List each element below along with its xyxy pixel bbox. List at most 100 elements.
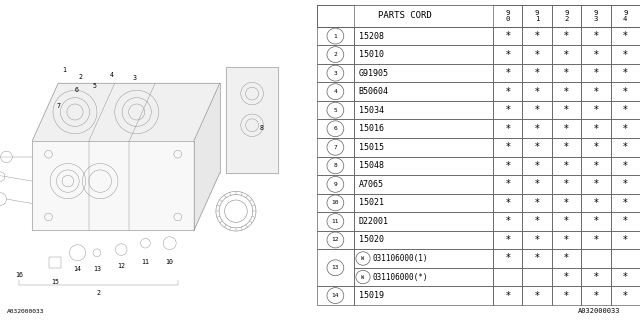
Bar — [317, 231, 354, 249]
Text: *: * — [593, 198, 598, 208]
Bar — [522, 286, 552, 305]
Bar — [611, 101, 640, 119]
Text: 14: 14 — [332, 293, 339, 298]
Text: *: * — [534, 253, 540, 263]
Text: *: * — [564, 291, 569, 300]
Text: *: * — [505, 68, 510, 78]
Bar — [611, 156, 640, 175]
Text: *: * — [534, 50, 540, 60]
Text: *: * — [534, 87, 540, 97]
Text: *: * — [593, 124, 598, 134]
Bar — [611, 194, 640, 212]
Text: *: * — [534, 198, 540, 208]
Bar — [317, 45, 354, 64]
Text: *: * — [593, 272, 598, 282]
Text: 12: 12 — [332, 237, 339, 243]
Text: *: * — [623, 68, 628, 78]
Text: *: * — [534, 31, 540, 41]
Text: *: * — [505, 87, 510, 97]
Text: *: * — [593, 235, 598, 245]
Bar — [581, 175, 611, 194]
Text: 15016: 15016 — [359, 124, 384, 133]
Bar — [552, 175, 581, 194]
Bar — [354, 194, 493, 212]
Text: 3: 3 — [132, 76, 136, 81]
Bar — [522, 194, 552, 212]
Bar — [581, 119, 611, 138]
Bar — [581, 156, 611, 175]
Text: *: * — [623, 105, 628, 115]
Bar — [354, 249, 493, 268]
Text: 15048: 15048 — [359, 161, 384, 170]
Bar — [354, 156, 493, 175]
Text: 11: 11 — [332, 219, 339, 224]
Bar — [611, 212, 640, 231]
Text: 15019: 15019 — [359, 291, 384, 300]
Text: *: * — [593, 216, 598, 227]
Text: *: * — [534, 68, 540, 78]
Bar — [317, 83, 354, 101]
Text: *: * — [564, 68, 569, 78]
Bar — [317, 138, 354, 156]
Polygon shape — [194, 83, 220, 230]
Text: *: * — [505, 161, 510, 171]
Text: *: * — [505, 198, 510, 208]
Bar — [522, 5, 552, 27]
Bar — [354, 27, 493, 45]
Text: *: * — [534, 179, 540, 189]
Text: 15010: 15010 — [359, 50, 384, 59]
Text: A7065: A7065 — [359, 180, 384, 189]
Text: 10: 10 — [332, 200, 339, 205]
Text: *: * — [505, 105, 510, 115]
Text: *: * — [534, 291, 540, 300]
Bar — [581, 138, 611, 156]
Bar — [522, 268, 552, 286]
Bar — [581, 268, 611, 286]
Text: 9
1: 9 1 — [535, 10, 540, 22]
Text: 11: 11 — [141, 260, 149, 265]
Bar — [354, 45, 493, 64]
Bar — [611, 64, 640, 83]
Bar — [611, 231, 640, 249]
Text: *: * — [623, 161, 628, 171]
Text: *: * — [564, 105, 569, 115]
Text: *: * — [534, 235, 540, 245]
Bar — [552, 27, 581, 45]
Bar — [493, 286, 522, 305]
Bar — [581, 286, 611, 305]
Text: *: * — [534, 124, 540, 134]
Text: 13: 13 — [332, 265, 339, 270]
Bar — [493, 138, 522, 156]
Bar — [493, 45, 522, 64]
Text: *: * — [505, 31, 510, 41]
Text: *: * — [564, 235, 569, 245]
Text: *: * — [534, 216, 540, 227]
Text: *: * — [564, 179, 569, 189]
Text: 7: 7 — [333, 145, 337, 150]
Bar — [581, 64, 611, 83]
Text: *: * — [534, 142, 540, 152]
Text: 4: 4 — [110, 72, 114, 78]
Text: PARTS CORD: PARTS CORD — [378, 11, 432, 20]
Text: W: W — [362, 256, 365, 261]
Bar — [552, 231, 581, 249]
Text: *: * — [623, 198, 628, 208]
Text: G91905: G91905 — [359, 69, 389, 78]
Bar — [611, 119, 640, 138]
Text: 16: 16 — [15, 272, 24, 278]
Bar — [354, 175, 493, 194]
Bar — [581, 249, 611, 268]
Bar — [522, 231, 552, 249]
Text: *: * — [593, 161, 598, 171]
Text: 15020: 15020 — [359, 236, 384, 244]
Text: A032000033: A032000033 — [579, 308, 621, 314]
Bar — [611, 5, 640, 27]
Text: *: * — [593, 179, 598, 189]
Text: 9
3: 9 3 — [594, 10, 598, 22]
Text: *: * — [564, 142, 569, 152]
Polygon shape — [227, 67, 278, 173]
Text: 15208: 15208 — [359, 32, 384, 41]
Text: 15015: 15015 — [359, 143, 384, 152]
Bar — [611, 138, 640, 156]
Bar — [317, 194, 354, 212]
